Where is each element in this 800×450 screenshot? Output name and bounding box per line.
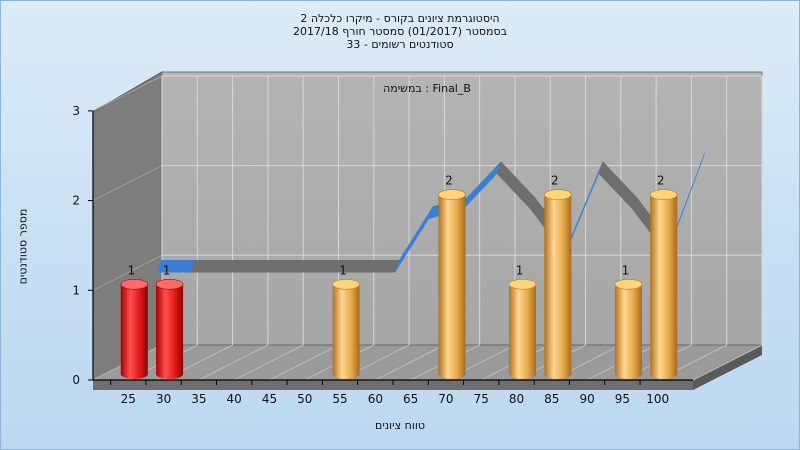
y-tick-label: 1 — [72, 283, 80, 297]
bar — [120, 278, 149, 379]
chart-title-line-2: בסמסטר (01/2017) סמסטר חורף 2017/18 — [293, 25, 507, 38]
chart-title-line-3: סטודנטים רשומים - 33 — [346, 38, 454, 51]
bar-value-label: 1 — [622, 263, 630, 277]
floor-gridline — [198, 344, 269, 381]
ribbon-segment — [292, 260, 332, 273]
wall-gridline — [92, 75, 163, 112]
x-tick-label: 75 — [474, 392, 489, 406]
bars: 1 1 1 2 1 2 1 2 — [120, 174, 678, 379]
x-tick-label: 90 — [579, 392, 594, 406]
axes: 0 1 2 3 25 30 35 40 45 50 55 60 65 70 75 80 85 90 95 100 — [72, 104, 693, 406]
bar-value-label: 1 — [339, 263, 347, 277]
ribbon-segment — [224, 260, 264, 273]
x-tick-label: 30 — [156, 392, 171, 406]
x-tick-label: 80 — [509, 392, 524, 406]
chart-title-line-1: היסטוגרמת ציונים בקורס - מיקרו כלכלה 2 — [300, 12, 500, 25]
x-tick-label: 65 — [403, 392, 418, 406]
floor-right-edge — [693, 345, 762, 390]
bar — [614, 278, 643, 379]
floor-gridline — [375, 344, 445, 381]
bar — [155, 278, 184, 379]
bar — [332, 278, 360, 379]
floor-gridline — [269, 344, 339, 381]
x-tick-label: 85 — [544, 392, 559, 406]
y-tick-label: 2 — [72, 194, 80, 208]
x-tick-label: 60 — [368, 392, 383, 406]
x-tick-label: 25 — [121, 392, 136, 406]
bar-value-label: 2 — [657, 174, 665, 188]
x-tick-label: 35 — [191, 392, 206, 406]
bar — [508, 278, 537, 379]
x-tick-label: 70 — [438, 392, 453, 406]
wall-gridline — [92, 254, 163, 291]
x-tick-label: 50 — [297, 392, 312, 406]
x-tick-label: 95 — [615, 392, 630, 406]
y-tick-label: 3 — [72, 104, 80, 118]
y-tick-label: 0 — [72, 373, 80, 387]
bar-value-label: 1 — [163, 263, 171, 277]
annotation-label: במשימה : Final_B — [383, 82, 471, 95]
ribbon-segment — [190, 260, 230, 273]
x-tick-label: 55 — [332, 392, 347, 406]
bar — [649, 189, 678, 379]
ribbon-segment — [258, 260, 298, 273]
x-tick-label: 40 — [227, 392, 242, 406]
bar-value-label: 1 — [127, 263, 135, 277]
wall-gridline — [92, 165, 163, 202]
x-tick-label: 45 — [262, 392, 277, 406]
floor-gridline — [692, 344, 763, 381]
x-tick-label: 100 — [646, 392, 669, 406]
bar-value-label: 2 — [551, 174, 559, 188]
bar-value-label: 2 — [445, 174, 453, 188]
floor-gridline — [233, 344, 304, 381]
x-axis-label: טווח ציונים — [375, 419, 425, 432]
bar-value-label: 1 — [516, 263, 524, 277]
ribbon-segment — [360, 260, 400, 273]
bar — [544, 189, 572, 379]
bar — [438, 189, 466, 379]
